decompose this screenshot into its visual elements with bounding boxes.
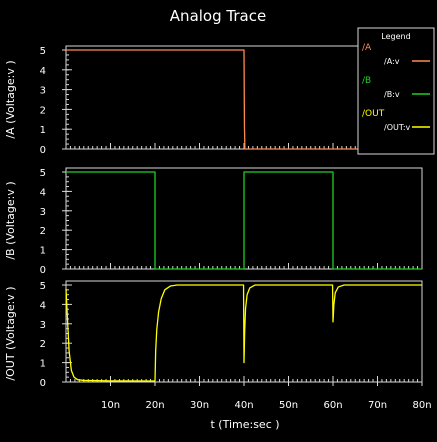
series-line-bv bbox=[66, 171, 422, 270]
y-tick-label: 2 bbox=[40, 226, 46, 237]
y-tick-label: 1 bbox=[40, 246, 46, 257]
x-tick-label: 80n bbox=[412, 400, 431, 411]
y-tick-label: 4 bbox=[40, 66, 46, 77]
legend[interactable]: Legend /A/A:v/B/B:v/OUT/OUT:v bbox=[357, 27, 435, 155]
y-tick-label: 1 bbox=[40, 359, 46, 370]
legend-signal-label: /OUT:v bbox=[384, 123, 411, 132]
x-tick-label: 10n bbox=[101, 400, 120, 411]
y-tick-label: 3 bbox=[40, 86, 46, 97]
y-tick-label: 0 bbox=[40, 145, 46, 156]
y-tick-label: 2 bbox=[40, 105, 46, 116]
y-tick-label: 5 bbox=[40, 281, 46, 292]
x-tick-label: 40n bbox=[234, 400, 253, 411]
y-tick-label: 2 bbox=[40, 339, 46, 350]
y-tick-label: 5 bbox=[40, 168, 46, 179]
trace-panel: 0 1 2 3 4 5/A (Voltage:v ) bbox=[4, 45, 423, 156]
legend-group-label: /B bbox=[362, 76, 371, 86]
legend-group-label: /OUT bbox=[362, 109, 385, 119]
y-tick-label: 4 bbox=[40, 187, 46, 198]
y-tick-label: 1 bbox=[40, 125, 46, 136]
y-tick-label: 3 bbox=[40, 207, 46, 218]
y-tick-label: 0 bbox=[40, 265, 46, 276]
legend-entries: /A/A:v/B/B:v/OUT/OUT:v bbox=[362, 43, 430, 132]
x-tick-label: 50n bbox=[279, 400, 298, 411]
y-tick-label: 0 bbox=[40, 378, 46, 389]
legend-group-label: /A bbox=[362, 43, 372, 53]
x-tick-label: 20n bbox=[145, 400, 164, 411]
x-axis-label: t (Time:sec ) bbox=[210, 418, 279, 431]
x-tick-label: 60n bbox=[323, 400, 342, 411]
y-axis-label: /OUT (Voltage:v ) bbox=[4, 286, 17, 380]
legend-title: Legend bbox=[381, 32, 410, 41]
legend-signal-label: /A:v bbox=[384, 57, 400, 66]
legend-signal-label: /B:v bbox=[384, 90, 400, 99]
x-tick-label: 70n bbox=[368, 400, 387, 411]
trace-panels: 0 1 2 3 4 5/A (Voltage:v ) 0 1 2 3 4 5/B (Voltage:v… bbox=[4, 45, 423, 389]
x-tick-label: 30n bbox=[190, 400, 209, 411]
trace-panel: 0 1 2 3 4 5/B (Voltage:v ) bbox=[4, 167, 423, 276]
series-line-outv bbox=[65, 284, 422, 382]
y-tick-label: 5 bbox=[40, 46, 46, 57]
y-tick-label: 3 bbox=[40, 320, 46, 331]
series-line-av bbox=[66, 49, 422, 150]
x-axis: 10n 20n 30n 40n 50n 60n 70n 80n bbox=[101, 382, 432, 411]
legend-box bbox=[357, 27, 435, 155]
chart-title: Analog Trace bbox=[170, 7, 266, 25]
y-axis-label: /B (Voltage:v ) bbox=[4, 181, 17, 259]
y-tick-label: 4 bbox=[40, 300, 46, 311]
trace-panel: 0 1 2 3 4 5/OUT (Voltage:v ) bbox=[4, 280, 423, 389]
y-axis-label: /A (Voltage:v ) bbox=[4, 60, 17, 138]
